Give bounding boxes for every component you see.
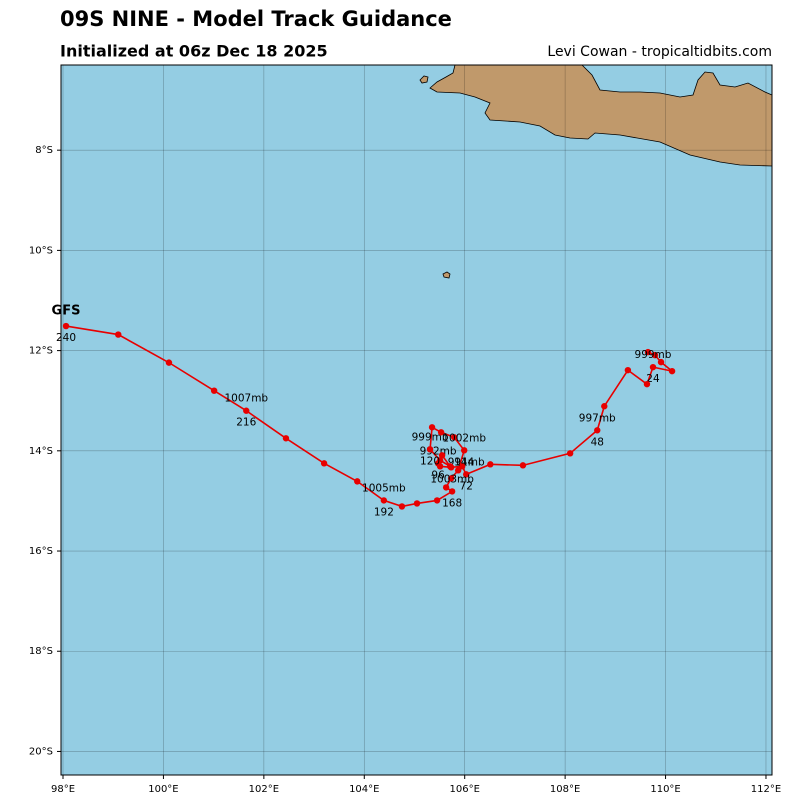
hour-label: 120 xyxy=(420,455,440,467)
hour-label: 48 xyxy=(591,436,604,448)
track-point xyxy=(165,359,173,366)
x-tick-label: 98°E xyxy=(51,784,75,795)
x-tick-label: 108°E xyxy=(550,784,580,795)
pressure-label: 1005mb xyxy=(362,482,406,494)
x-tick-label: 104°E xyxy=(349,784,379,795)
y-tick-label: 10°S xyxy=(29,245,53,256)
pressure-label: 1003mb xyxy=(430,473,474,485)
pressure-label: 991mb xyxy=(448,456,485,468)
track-point xyxy=(657,358,665,366)
island xyxy=(419,75,429,84)
track-point xyxy=(428,424,436,431)
map-frame xyxy=(60,64,773,776)
track-point xyxy=(566,450,574,457)
track-point xyxy=(398,503,406,510)
island xyxy=(442,271,451,279)
x-tick-label: 106°E xyxy=(450,784,480,795)
ocean xyxy=(61,65,772,775)
track-point xyxy=(447,475,455,482)
hour-label: 216 xyxy=(236,417,256,429)
track-point xyxy=(380,497,388,504)
pressure-label: 997mb xyxy=(579,412,616,424)
track-point xyxy=(463,471,470,478)
track-point xyxy=(282,435,290,442)
track-point xyxy=(649,363,657,371)
track-point xyxy=(450,434,458,441)
chart-title: 09S NINE - Model Track Guidance xyxy=(60,7,452,31)
track-point xyxy=(413,500,421,507)
hour-label: 168 xyxy=(442,497,462,509)
y-tick-label: 14°S xyxy=(29,446,53,457)
hour-label: 96 xyxy=(431,469,445,481)
land xyxy=(419,64,773,279)
track-point xyxy=(624,366,632,374)
track-point xyxy=(454,467,462,474)
track-point xyxy=(426,446,434,453)
track-point xyxy=(320,460,328,467)
chart-subtitle: Initialized at 06z Dec 18 2025 xyxy=(60,42,328,61)
x-tick-label: 110°E xyxy=(650,784,680,795)
track-point xyxy=(354,478,361,485)
track-point xyxy=(487,461,494,468)
track-point xyxy=(433,497,441,504)
track-point xyxy=(210,387,218,394)
x-tick-label: 102°E xyxy=(249,784,279,795)
hour-label: 144 xyxy=(454,456,474,468)
track-point xyxy=(461,447,468,454)
track-point xyxy=(651,351,659,359)
track-point xyxy=(442,484,450,491)
track-point xyxy=(446,463,454,470)
track-point xyxy=(438,452,446,459)
y-tick-label: 8°S xyxy=(35,145,53,156)
model-label: GFS xyxy=(52,304,81,319)
grid: 98°E 100°E 102°E 104°E 106°E 108°E 110°E 112°E 8… xyxy=(29,65,781,795)
track-point xyxy=(594,427,601,434)
track: 24999mb48997mb72991mb96992mb120999mb1441… xyxy=(52,304,676,518)
track-point xyxy=(644,348,652,356)
hour-label: 24 xyxy=(646,373,660,385)
track-point xyxy=(62,322,70,330)
credit: Levi Cowan - tropicaltidbits.com xyxy=(547,44,772,60)
track-point xyxy=(436,457,444,464)
track-point xyxy=(458,463,466,470)
java-coast xyxy=(429,64,773,167)
pressure-label: 1007mb xyxy=(224,393,268,405)
pressure-label: 1002mb xyxy=(442,432,486,444)
track-point xyxy=(437,429,445,436)
y-tick-label: 16°S xyxy=(29,546,53,557)
track-point xyxy=(243,407,250,414)
y-tick-label: 12°S xyxy=(29,346,53,357)
y-tick-label: 20°S xyxy=(29,746,53,757)
track-point xyxy=(115,331,122,338)
x-tick-label: 100°E xyxy=(148,784,178,795)
hour-label: 192 xyxy=(374,506,394,518)
hour-label: 72 xyxy=(460,480,473,492)
x-tick-label: 112°E xyxy=(751,784,781,795)
pressure-label: 999mb xyxy=(635,349,672,361)
y-tick-label: 18°S xyxy=(29,646,53,657)
hour-label: 240 xyxy=(56,332,76,344)
track-point xyxy=(519,462,527,469)
track-point xyxy=(643,380,651,388)
track-point xyxy=(668,367,676,375)
track-point xyxy=(448,488,456,495)
track-point xyxy=(601,403,608,410)
